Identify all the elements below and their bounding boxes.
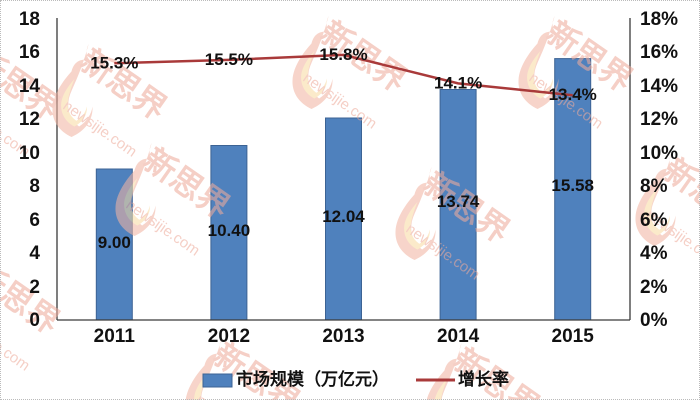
svg-text:10.40: 10.40	[208, 221, 251, 240]
svg-text:10%: 10%	[640, 143, 678, 164]
svg-text:18: 18	[19, 9, 40, 30]
svg-text:15.8%: 15.8%	[319, 45, 367, 64]
svg-text:14%: 14%	[640, 76, 678, 97]
svg-text:2014: 2014	[437, 326, 480, 347]
svg-text:8: 8	[29, 176, 40, 197]
svg-text:14.1%: 14.1%	[434, 73, 482, 92]
svg-text:2011: 2011	[94, 326, 136, 347]
svg-text:4: 4	[29, 243, 40, 264]
svg-text:12%: 12%	[640, 109, 678, 130]
svg-text:4%: 4%	[640, 243, 668, 264]
svg-text:14: 14	[19, 76, 41, 97]
svg-text:0%: 0%	[640, 310, 668, 331]
svg-text:9.00: 9.00	[98, 233, 131, 252]
svg-text:2012: 2012	[208, 326, 250, 347]
svg-text:8%: 8%	[640, 176, 668, 197]
svg-text:0: 0	[29, 310, 40, 331]
svg-text:15.58: 15.58	[551, 176, 594, 195]
svg-text:2015: 2015	[552, 326, 595, 347]
svg-text:6: 6	[29, 210, 40, 231]
svg-text:13.74: 13.74	[437, 192, 480, 211]
svg-text:15.5%: 15.5%	[205, 50, 253, 69]
svg-text:16%: 16%	[640, 42, 678, 63]
svg-text:市场规模（万亿元）: 市场规模（万亿元）	[236, 369, 389, 389]
svg-text:2: 2	[29, 277, 40, 298]
svg-text:增长率: 增长率	[458, 369, 509, 389]
svg-text:16: 16	[19, 42, 40, 63]
svg-text:13.4%: 13.4%	[549, 85, 597, 104]
svg-text:12.04: 12.04	[322, 207, 365, 226]
svg-text:18%: 18%	[640, 9, 678, 30]
svg-text:15.3%: 15.3%	[90, 53, 138, 72]
svg-text:12: 12	[19, 109, 40, 130]
svg-text:6%: 6%	[640, 210, 668, 231]
svg-text:2%: 2%	[640, 277, 668, 298]
svg-text:2013: 2013	[322, 326, 364, 347]
svg-text:10: 10	[19, 143, 40, 164]
